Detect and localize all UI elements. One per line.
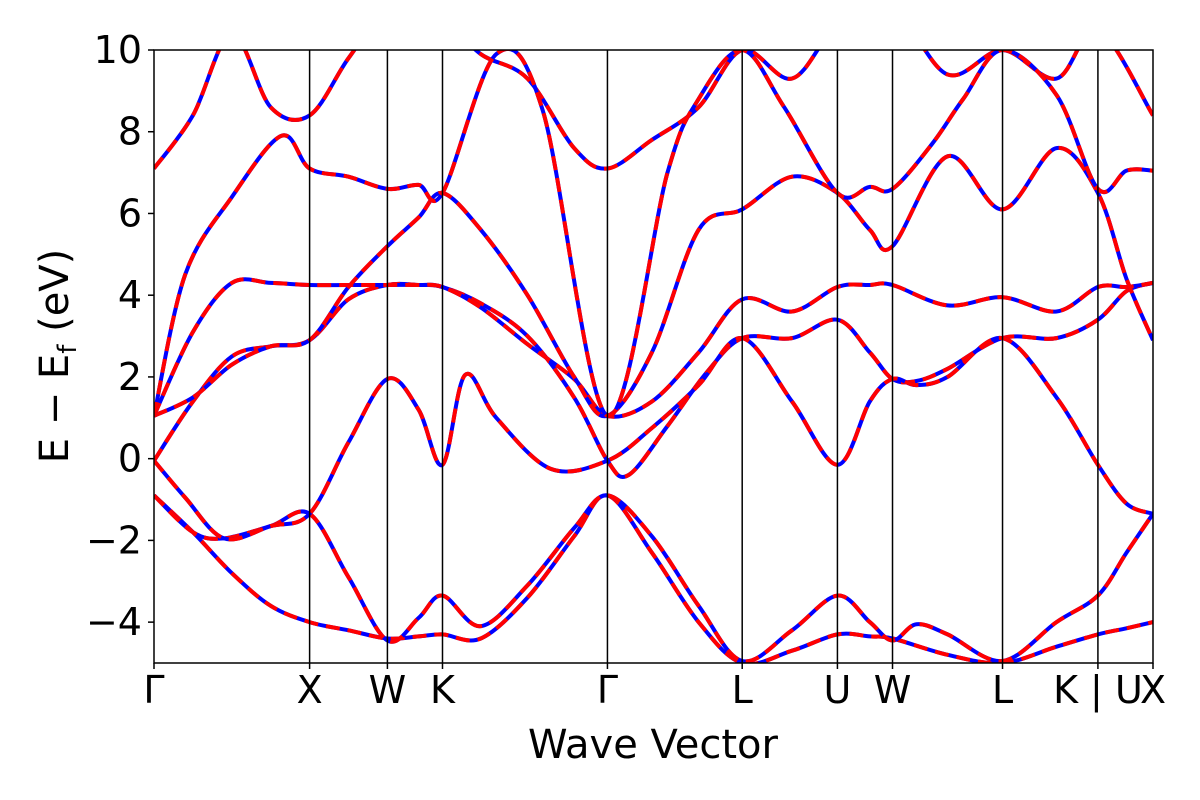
y-tick-label: 0 (118, 437, 142, 481)
x-tick-label: Γ (597, 668, 618, 712)
x-tick-label: K | U (1053, 668, 1143, 713)
x-tick-label: W (874, 668, 912, 712)
band-1-dashed-line (154, 493, 1153, 663)
y-tick-label: 8 (118, 110, 142, 154)
y-tick-label: 6 (118, 191, 142, 235)
band-2-dashed-line (154, 493, 1153, 663)
x-tick-label: X (297, 668, 323, 712)
y-tick-label: 2 (118, 355, 142, 399)
y-tick-label: 4 (118, 273, 142, 317)
plot-frame (153, 49, 1154, 664)
y-axis-title-sub: f (53, 344, 83, 354)
y-tick-label: −2 (86, 518, 142, 562)
high-symmetry-lines (308, 50, 1099, 663)
band-5-dashed-line (154, 277, 1153, 419)
x-tick-label: K (430, 668, 456, 712)
y-tick-label: −4 (86, 600, 142, 644)
x-tick-label: L (732, 668, 753, 712)
y-axis-title-unit: (eV) (32, 249, 78, 345)
x-tick-label: L (992, 668, 1013, 712)
y-tick-label: 10 (94, 28, 142, 72)
band-7-dashed-line (154, 50, 1153, 171)
x-tick-label: W (369, 668, 407, 712)
y-axis-title-main: E − E (32, 354, 78, 464)
band-4-dashed-line (154, 336, 1153, 542)
y-axis-title: E − Ef (eV) (32, 249, 83, 464)
x-tick-label: Γ (143, 668, 164, 712)
x-axis-title: Wave Vector (528, 722, 779, 768)
x-tick-label: U (824, 668, 852, 712)
y-axis: −4 −2 0 2 4 6 8 10 (86, 28, 154, 644)
x-tick-label: X (1140, 668, 1166, 712)
